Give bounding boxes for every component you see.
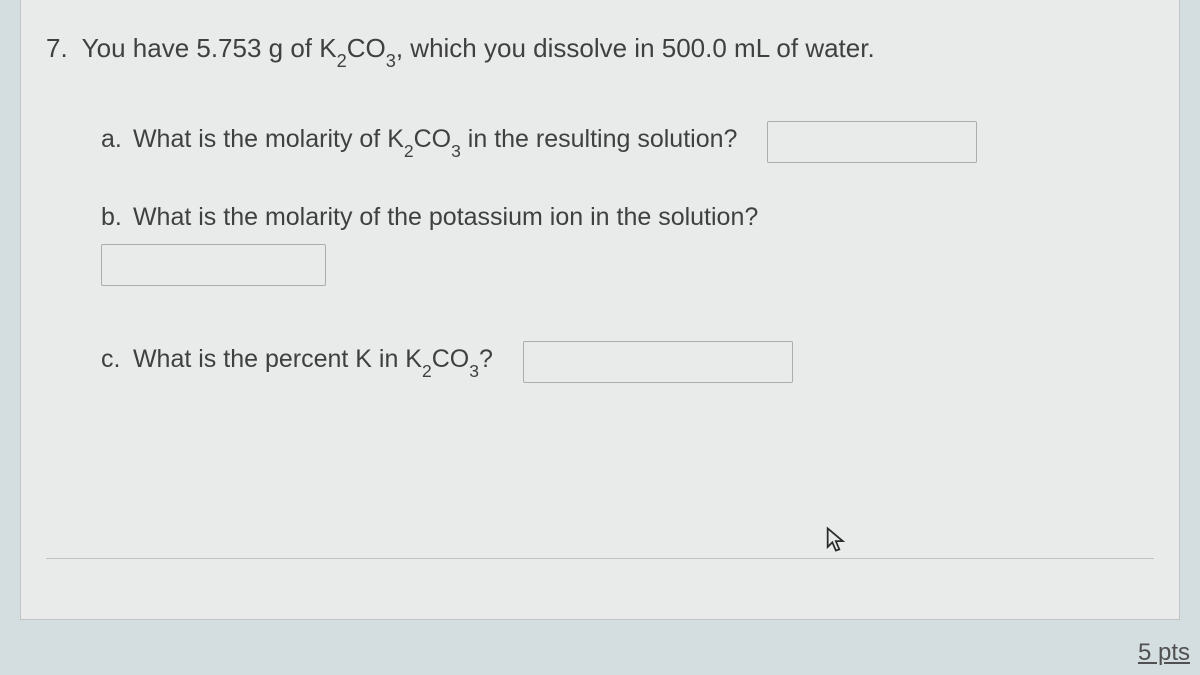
stem-text-1: You have 5.753 g of K	[82, 33, 337, 63]
part-b: b. What is the molarity of the potassium…	[101, 203, 1154, 286]
part-c-text-3: ?	[479, 345, 493, 373]
question-number: 7.	[46, 33, 68, 63]
part-c-sub-1: 2	[422, 361, 432, 381]
points-label: 5 pts	[1138, 639, 1190, 667]
answer-input-c[interactable]	[523, 341, 793, 383]
part-c-text-2: CO	[432, 345, 470, 373]
answer-input-b[interactable]	[101, 244, 326, 286]
part-c: c. What is the percent K in K2CO3?	[101, 341, 1154, 383]
part-b-text-content: What is the molarity of the potassium io…	[133, 203, 758, 231]
part-a-text-1: What is the molarity of K	[133, 125, 404, 153]
part-a-sub-2: 3	[451, 141, 461, 161]
part-b-text: b. What is the molarity of the potassium…	[101, 203, 1154, 232]
part-c-text-1: What is the percent K in K	[133, 345, 422, 373]
part-a: a. What is the molarity of K2CO3 in the …	[101, 121, 1154, 163]
part-c-label: c.	[101, 345, 126, 374]
question-panel: 7. You have 5.753 g of K2CO3, which you …	[20, 0, 1180, 620]
part-a-text-3: in the resulting solution?	[461, 125, 738, 153]
part-c-sub-2: 3	[469, 361, 479, 381]
question-stem: 7. You have 5.753 g of K2CO3, which you …	[46, 30, 1154, 71]
part-b-label: b.	[101, 203, 126, 232]
stem-text-3: , which you dissolve in 500.0 mL of wate…	[396, 33, 875, 63]
cursor-icon	[825, 526, 849, 554]
part-a-text: a. What is the molarity of K2CO3 in the …	[101, 125, 737, 158]
part-a-text-2: CO	[414, 125, 452, 153]
stem-sub-2: 3	[386, 51, 396, 71]
part-c-text: c. What is the percent K in K2CO3?	[101, 345, 493, 378]
part-a-label: a.	[101, 125, 126, 154]
divider-line	[46, 558, 1154, 559]
part-a-sub-1: 2	[404, 141, 414, 161]
answer-input-a[interactable]	[767, 121, 977, 163]
stem-sub-1: 2	[337, 51, 347, 71]
stem-text-2: CO	[347, 33, 386, 63]
